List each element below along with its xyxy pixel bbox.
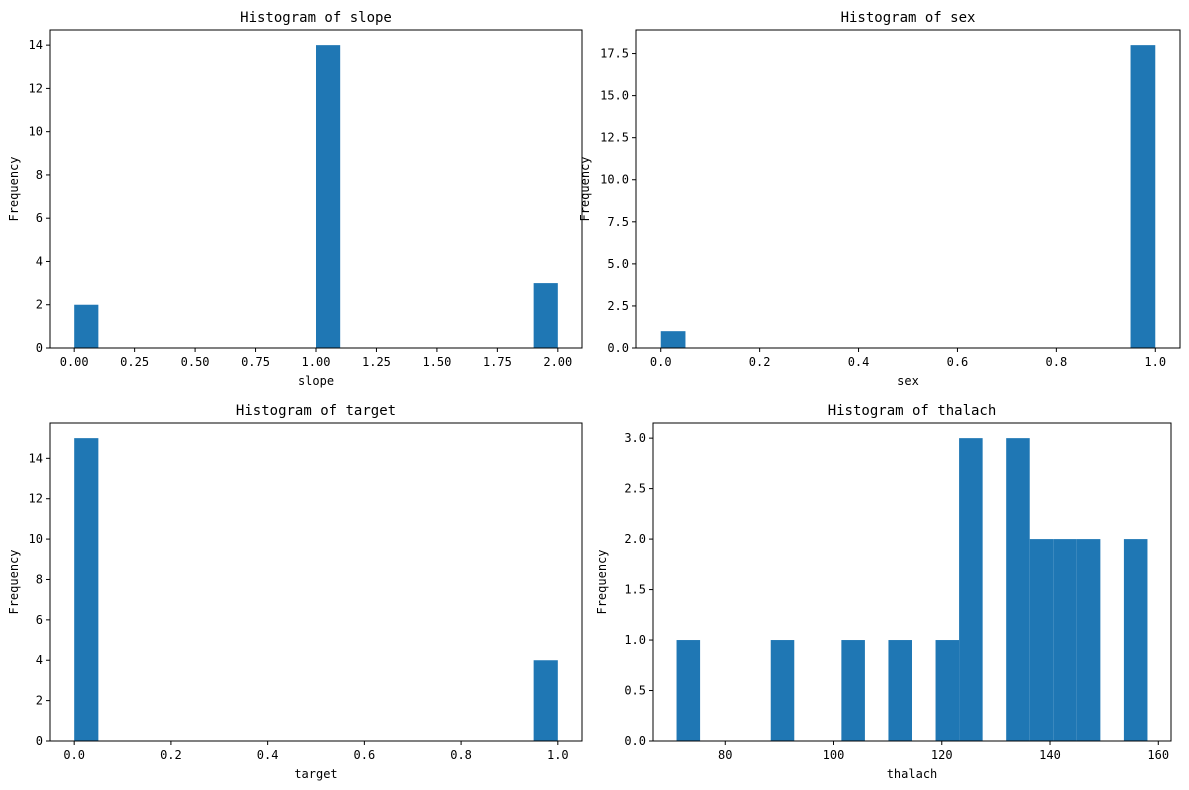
y-tick-label: 10 (29, 532, 43, 546)
x-axis-label: target (294, 767, 337, 781)
x-tick-label: 0.8 (1046, 355, 1068, 369)
y-axis-label: Frequency (595, 549, 609, 614)
chart-title: Histogram of target (236, 403, 396, 419)
x-tick-label: 1.25 (362, 355, 391, 369)
histogram-bar (935, 640, 960, 741)
y-tick-label: 4 (36, 254, 43, 268)
x-tick-label: 0.0 (63, 748, 85, 762)
y-tick-label: 12 (29, 81, 43, 95)
y-tick-label: 0.0 (624, 734, 646, 748)
axes-frame (49, 422, 583, 742)
axes-frame (652, 422, 1172, 742)
x-tick-label: 1.0 (1144, 355, 1166, 369)
histogram-bar (841, 640, 865, 741)
histogram-bar (660, 331, 686, 348)
x-tick-label: 0.2 (160, 748, 182, 762)
histogram-bar (959, 438, 983, 741)
y-tick-label: 12.5 (600, 131, 629, 145)
histogram-bar (676, 640, 701, 741)
x-tick-label: 1.00 (302, 355, 331, 369)
histogram-panel-slope: 0.00 0.25 0.50 0.75 1.00 1.25 1.50 1.75 2.00 0 2 4 6… (7, 10, 583, 388)
histogram-bar (533, 283, 558, 348)
x-tick-label: 1.50 (422, 355, 451, 369)
x-tick-label: 2.00 (543, 355, 572, 369)
x-tick-label: 100 (823, 748, 845, 762)
histogram-bar (1006, 438, 1030, 741)
y-tick-label: 2.0 (624, 532, 646, 546)
x-tick-label: 0.6 (947, 355, 969, 369)
y-tick-label: 14 (29, 451, 43, 465)
histogram-bar (1130, 45, 1156, 349)
x-tick-label: 1.75 (483, 355, 512, 369)
x-axis-label: thalach (887, 767, 938, 781)
y-tick-label: 0.0 (607, 341, 629, 355)
histogram-bar (1053, 539, 1077, 741)
histogram-bar (533, 660, 558, 741)
y-tick-label: 8 (36, 572, 43, 586)
x-tick-label: 1.0 (547, 748, 569, 762)
x-tick-label: 0.0 (650, 355, 672, 369)
x-tick-label: 160 (1147, 748, 1169, 762)
y-tick-label: 2 (36, 298, 43, 312)
x-tick-label: 120 (931, 748, 953, 762)
y-tick-label: 14 (29, 38, 43, 52)
x-tick-label: 0.75 (241, 355, 270, 369)
y-tick-label: 15.0 (600, 89, 629, 103)
histogram-bar (74, 438, 99, 741)
histogram-panel-sex: 0.0 0.2 0.4 0.6 0.8 1.0 0.0 2.5 5.0 7.5 10.0 12.5 15… (578, 10, 1181, 388)
y-tick-label: 4 (36, 653, 43, 667)
y-tick-label: 2.5 (624, 482, 646, 496)
y-tick-label: 2.5 (607, 299, 629, 313)
x-tick-label: 0.8 (450, 748, 472, 762)
y-tick-label: 0 (36, 734, 43, 748)
y-tick-label: 1.5 (624, 583, 646, 597)
axes-frame (635, 29, 1181, 349)
y-tick-label: 6 (36, 211, 43, 225)
y-axis-label: Frequency (578, 156, 592, 221)
histogram-bar (1076, 539, 1101, 741)
y-tick-label: 1.0 (624, 633, 646, 647)
y-axis-label: Frequency (7, 549, 21, 614)
histogram-panel-thalach: 80 100 120 140 160 0.0 0.5 1.0 1.5 2.0 2.5 3.0 Histo… (595, 403, 1172, 781)
histogram-panel-target: 0.0 0.2 0.4 0.6 0.8 1.0 0 2 4 6 8 10 12 14 Histogram o… (7, 403, 583, 781)
histogram-bar (74, 304, 99, 348)
y-tick-label: 12 (29, 492, 43, 506)
x-tick-label: 0.4 (848, 355, 870, 369)
x-tick-label: 140 (1039, 748, 1061, 762)
y-tick-label: 0 (36, 341, 43, 355)
chart-title: Histogram of sex (841, 10, 976, 26)
y-tick-label: 7.5 (607, 215, 629, 229)
x-tick-label: 0.25 (120, 355, 149, 369)
x-axis-label: sex (897, 374, 919, 388)
y-tick-label: 10.0 (600, 173, 629, 187)
x-tick-label: 0.2 (749, 355, 771, 369)
y-tick-label: 0.5 (624, 684, 646, 698)
histogram-bar (888, 640, 912, 741)
x-tick-label: 80 (718, 748, 732, 762)
x-tick-label: 0.6 (354, 748, 376, 762)
histogram-bar (770, 640, 795, 741)
chart-title: Histogram of slope (240, 10, 392, 26)
y-tick-label: 3.0 (624, 431, 646, 445)
y-tick-label: 2 (36, 694, 43, 708)
y-tick-label: 10 (29, 125, 43, 139)
x-tick-label: 0.4 (257, 748, 279, 762)
histogram-bar (1123, 539, 1148, 741)
x-axis-label: slope (298, 374, 334, 388)
x-tick-label: 0.00 (60, 355, 89, 369)
y-tick-label: 5.0 (607, 257, 629, 271)
y-tick-label: 8 (36, 168, 43, 182)
chart-title: Histogram of thalach (828, 403, 997, 419)
histogram-bar (1029, 539, 1054, 741)
x-tick-label: 0.50 (181, 355, 210, 369)
histogram-bar (316, 45, 341, 349)
y-tick-label: 6 (36, 613, 43, 627)
y-axis-label: Frequency (7, 156, 21, 221)
y-tick-label: 17.5 (600, 47, 629, 61)
